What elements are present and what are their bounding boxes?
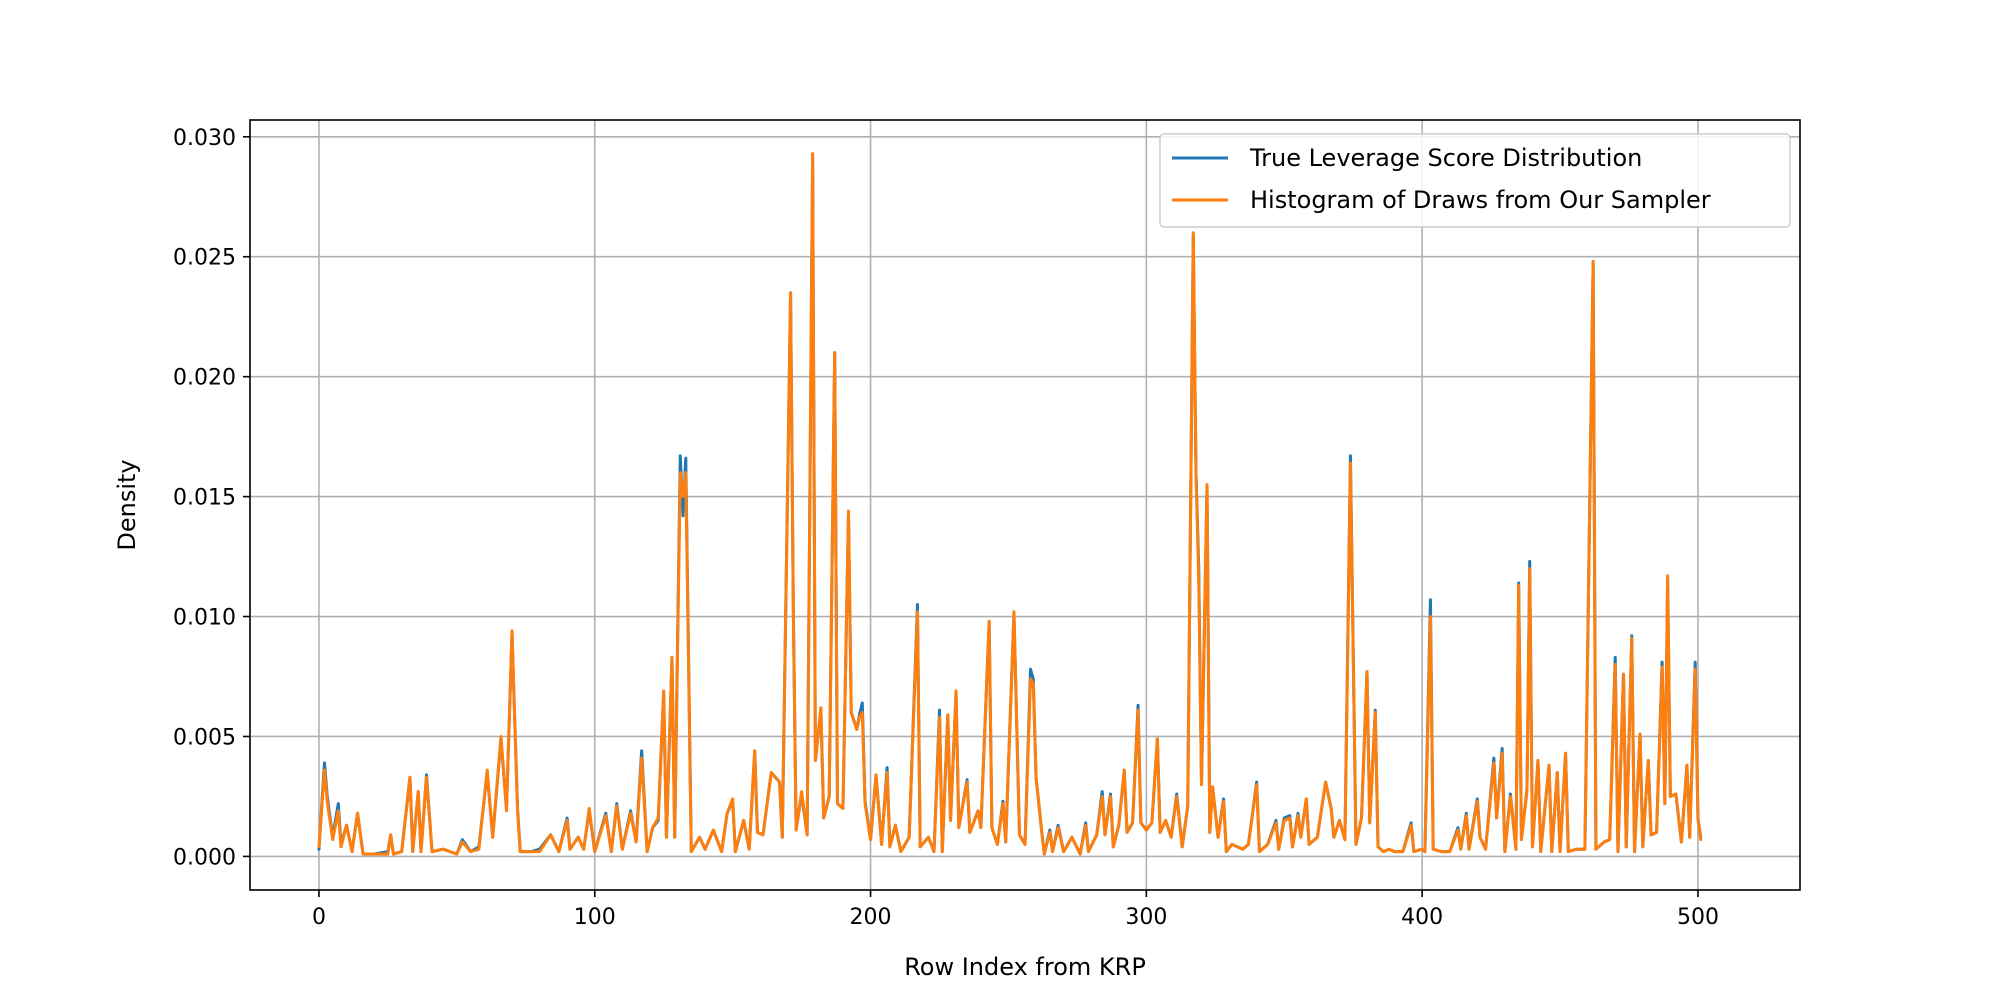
y-axis-label: Density [113, 459, 141, 550]
x-tick-label: 300 [1125, 905, 1167, 930]
axis-ticks: 0 100 200 300 400 500 0.000 0.005 0.010 0.015 0.02… [173, 126, 1719, 930]
y-tick-label: 0.030 [173, 126, 236, 151]
x-tick-label: 400 [1401, 905, 1443, 930]
x-tick-label: 200 [850, 905, 892, 930]
x-axis-label: Row Index from KRP [904, 953, 1146, 981]
y-tick-label: 0.005 [173, 725, 236, 750]
legend-label-true-leverage: True Leverage Score Distribution [1249, 144, 1642, 172]
legend-label-histogram: Histogram of Draws from Our Sampler [1250, 186, 1711, 214]
legend: True Leverage Score Distribution Histogr… [1159, 133, 1791, 228]
plot-frame [249, 119, 1801, 891]
y-tick-label: 0.025 [173, 246, 236, 271]
x-tick-label: 500 [1677, 905, 1719, 930]
y-tick-label: 0.020 [173, 366, 236, 391]
y-tick-label: 0.015 [173, 486, 236, 511]
x-tick-label: 100 [574, 905, 616, 930]
series-lines [317, 152, 1703, 856]
x-tick-label: 0 [312, 905, 326, 930]
series-line-histogram [317, 152, 1703, 856]
y-tick-label: 0.000 [173, 845, 236, 870]
legend-box [1159, 133, 1791, 228]
y-tick-label: 0.010 [173, 606, 236, 631]
